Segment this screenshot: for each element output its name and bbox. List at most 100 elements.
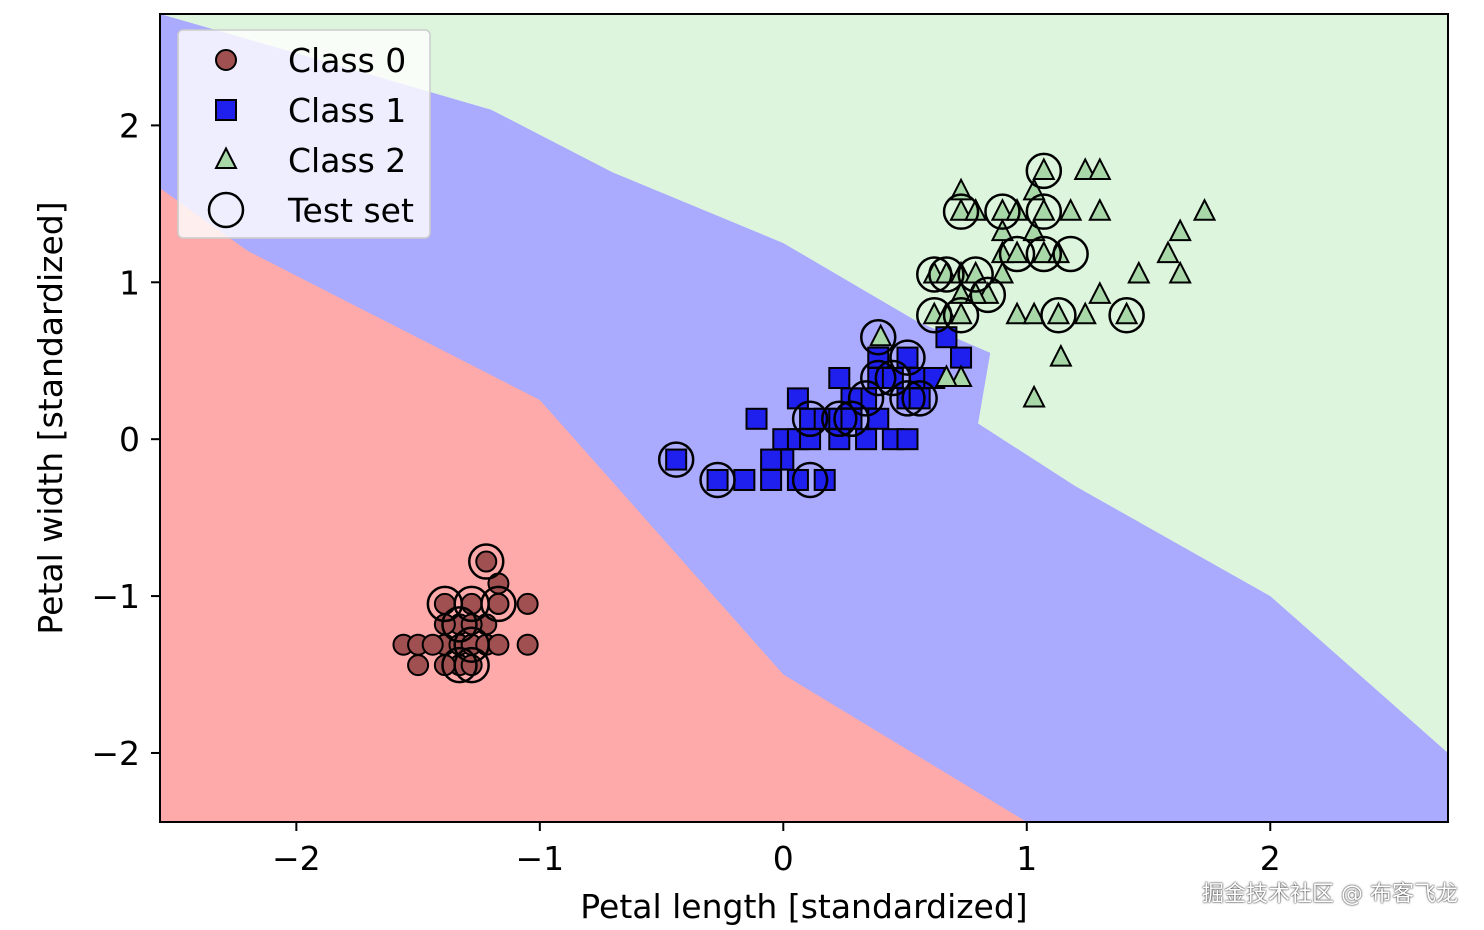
data-point (516, 592, 539, 615)
y-axis-label: Petal width [standardized] (31, 201, 70, 634)
data-points (392, 152, 1217, 684)
legend-entry: Class 0 (215, 41, 406, 80)
data-point (1049, 343, 1073, 367)
data-point (1058, 197, 1083, 221)
data-point (949, 364, 973, 388)
data-point (487, 633, 510, 656)
test-point (889, 380, 926, 417)
data-point (799, 428, 822, 451)
test-point (1052, 235, 1089, 273)
test-point (791, 461, 829, 499)
y-tick-label: 1 (119, 263, 140, 302)
data-point (487, 592, 510, 615)
y-tick-label: −1 (91, 577, 140, 616)
data-point (1073, 301, 1097, 325)
region-class-0 (160, 188, 1027, 822)
data-point (1156, 240, 1180, 264)
test-point (957, 256, 994, 293)
data-point (1168, 218, 1192, 242)
test-point (699, 461, 736, 499)
data-point (1022, 301, 1046, 325)
test-point (657, 441, 695, 478)
legend-entry: Class 2 (214, 141, 406, 180)
test-point (860, 359, 897, 397)
test-point (480, 585, 517, 623)
x-tick-label: 0 (773, 839, 794, 878)
legend-box (177, 29, 431, 239)
data-point (1114, 301, 1139, 325)
test-point (942, 296, 980, 334)
legend-entry: Test set (207, 191, 414, 230)
watermark: 掘金技术社区 @ 布客飞龙 (1202, 882, 1458, 907)
test-point (847, 380, 885, 417)
test-point (860, 318, 897, 356)
data-point (1022, 384, 1046, 408)
data-point (733, 468, 756, 491)
series-test-set (426, 152, 1145, 684)
test-point (821, 400, 858, 438)
series-class-1 (665, 326, 973, 491)
test-point (874, 359, 912, 397)
legend-marker (207, 191, 245, 229)
data-point (896, 346, 919, 369)
test-point (468, 543, 505, 580)
test-point (426, 585, 464, 623)
test-point (1025, 152, 1063, 190)
legend: Class 0 Class 1 Class 2 Test set (177, 29, 431, 239)
data-point (1032, 240, 1056, 264)
data-point (760, 468, 783, 491)
plot-frame (159, 13, 1449, 823)
legend-label: Test set (287, 191, 414, 230)
data-point (840, 407, 863, 430)
data-point (1073, 157, 1097, 180)
test-point (791, 400, 829, 438)
test-point (969, 276, 1007, 314)
data-point (855, 428, 878, 451)
data-point (896, 428, 919, 451)
test-point (916, 256, 953, 293)
x-axis-label: Petal length [standardized] (580, 887, 1027, 926)
data-point (869, 323, 893, 347)
data-point (706, 468, 729, 491)
data-point (990, 218, 1015, 242)
data-point (745, 407, 768, 430)
y-tick-label: −2 (91, 734, 140, 773)
data-point (1088, 157, 1112, 180)
test-point (1025, 235, 1063, 273)
y-tick-label: 0 (119, 420, 140, 459)
data-point (421, 633, 444, 656)
test-point (1040, 296, 1077, 334)
data-point (460, 613, 483, 636)
test-point (453, 646, 490, 684)
legend-entry: Class 1 (215, 91, 406, 130)
data-point (1127, 260, 1151, 284)
legend-marker (215, 49, 237, 71)
test-point (928, 256, 965, 293)
legend-label: Class 1 (288, 91, 406, 130)
legend-marker (214, 146, 238, 170)
x-tick-label: −2 (272, 839, 321, 878)
data-point (1192, 197, 1217, 221)
data-point (760, 448, 783, 471)
legend-marker (215, 99, 237, 121)
test-point (984, 193, 1021, 230)
x-tick-label: −1 (515, 839, 564, 878)
x-tick-label: 1 (1016, 839, 1037, 878)
data-point (1046, 301, 1071, 325)
data-point (990, 260, 1015, 284)
data-point (867, 346, 890, 369)
test-point (453, 626, 490, 663)
data-point (1088, 281, 1112, 304)
data-point (516, 633, 539, 656)
test-point (1108, 296, 1145, 334)
data-point (1032, 157, 1056, 180)
data-point (1168, 260, 1192, 284)
test-point (441, 646, 478, 684)
data-point (1032, 197, 1056, 221)
legend-label: Class 0 (288, 41, 406, 80)
data-point (460, 654, 483, 677)
test-point (1025, 193, 1063, 230)
test-point (901, 380, 938, 417)
y-tick-label: 2 (119, 106, 140, 145)
